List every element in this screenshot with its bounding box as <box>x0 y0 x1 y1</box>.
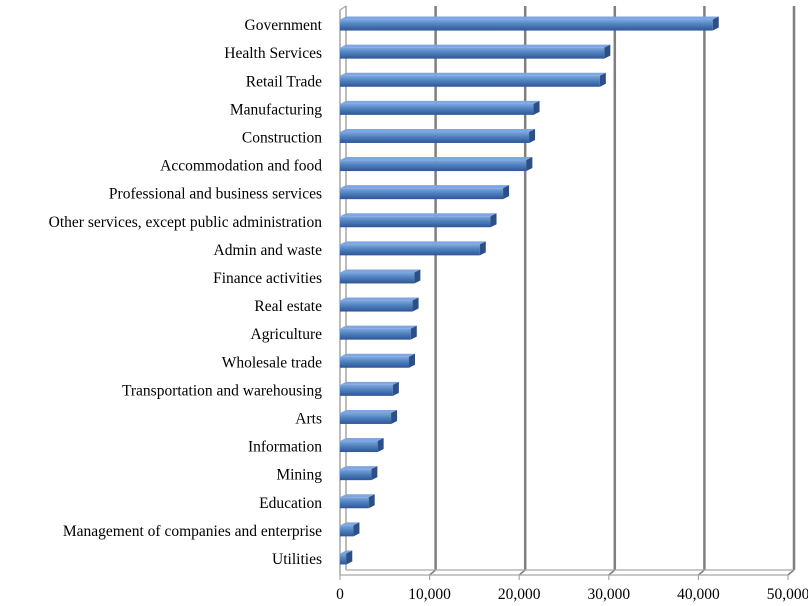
category-label: Mining <box>276 467 322 484</box>
bar <box>340 16 719 31</box>
gridline-floor <box>608 569 616 576</box>
bar <box>340 466 378 481</box>
gridline-floor <box>697 569 705 576</box>
bar <box>340 409 398 424</box>
gridline-floor <box>787 569 795 576</box>
axes <box>339 5 794 580</box>
bar <box>340 72 606 87</box>
category-label: Government <box>245 17 323 34</box>
x-tick-label: 50,000 <box>767 586 808 603</box>
x-tick-label: 20,000 <box>498 586 541 603</box>
bar <box>340 44 611 59</box>
category-label: Professional and business services <box>109 186 322 203</box>
bars <box>340 16 719 565</box>
bar <box>340 100 540 115</box>
bar <box>340 522 360 537</box>
category-label: Management of companies and enterprise <box>63 523 322 540</box>
bar <box>340 185 510 200</box>
category-label: Real estate <box>254 298 322 315</box>
category-label: Accommodation and food <box>160 158 322 175</box>
x-tick-label: 30,000 <box>587 586 630 603</box>
gridline-floor <box>429 569 437 576</box>
x-tick-labels: 0 10,000 20,000 30,000 40,000 50,000 <box>336 586 808 603</box>
x-tick-label: 10,000 <box>408 586 451 603</box>
gridline-floor <box>518 569 526 576</box>
bar <box>340 213 497 228</box>
category-label: Manufacturing <box>230 101 322 118</box>
bar <box>340 157 533 172</box>
bar <box>340 494 375 509</box>
category-label: Agriculture <box>251 326 323 343</box>
category-label: Construction <box>242 129 322 146</box>
axis-corner <box>339 5 347 11</box>
category-label: Retail Trade <box>246 73 322 90</box>
bar <box>340 353 415 368</box>
category-label: Finance activities <box>213 270 322 287</box>
category-label: Other services, except public administra… <box>49 214 323 231</box>
gridlines <box>429 6 796 576</box>
bar <box>340 269 421 284</box>
x-tick-label: 40,000 <box>677 586 720 603</box>
bar <box>340 550 353 565</box>
category-label: Transportation and warehousing <box>122 382 322 399</box>
x-tick-label: 0 <box>336 586 344 603</box>
category-label: Arts <box>295 410 322 427</box>
bar <box>340 297 419 312</box>
bar <box>340 438 384 453</box>
bar <box>340 381 399 396</box>
category-label: Utilities <box>272 551 322 568</box>
bar <box>340 325 417 340</box>
bar <box>340 241 486 256</box>
bar <box>340 128 536 143</box>
category-label: Information <box>248 439 322 456</box>
category-label: Education <box>259 495 322 512</box>
category-label: Health Services <box>224 45 322 62</box>
category-label: Admin and waste <box>214 242 323 259</box>
category-label: Wholesale trade <box>222 354 322 371</box>
category-labels: Government Health Services Retail Trade Man… <box>49 17 323 568</box>
